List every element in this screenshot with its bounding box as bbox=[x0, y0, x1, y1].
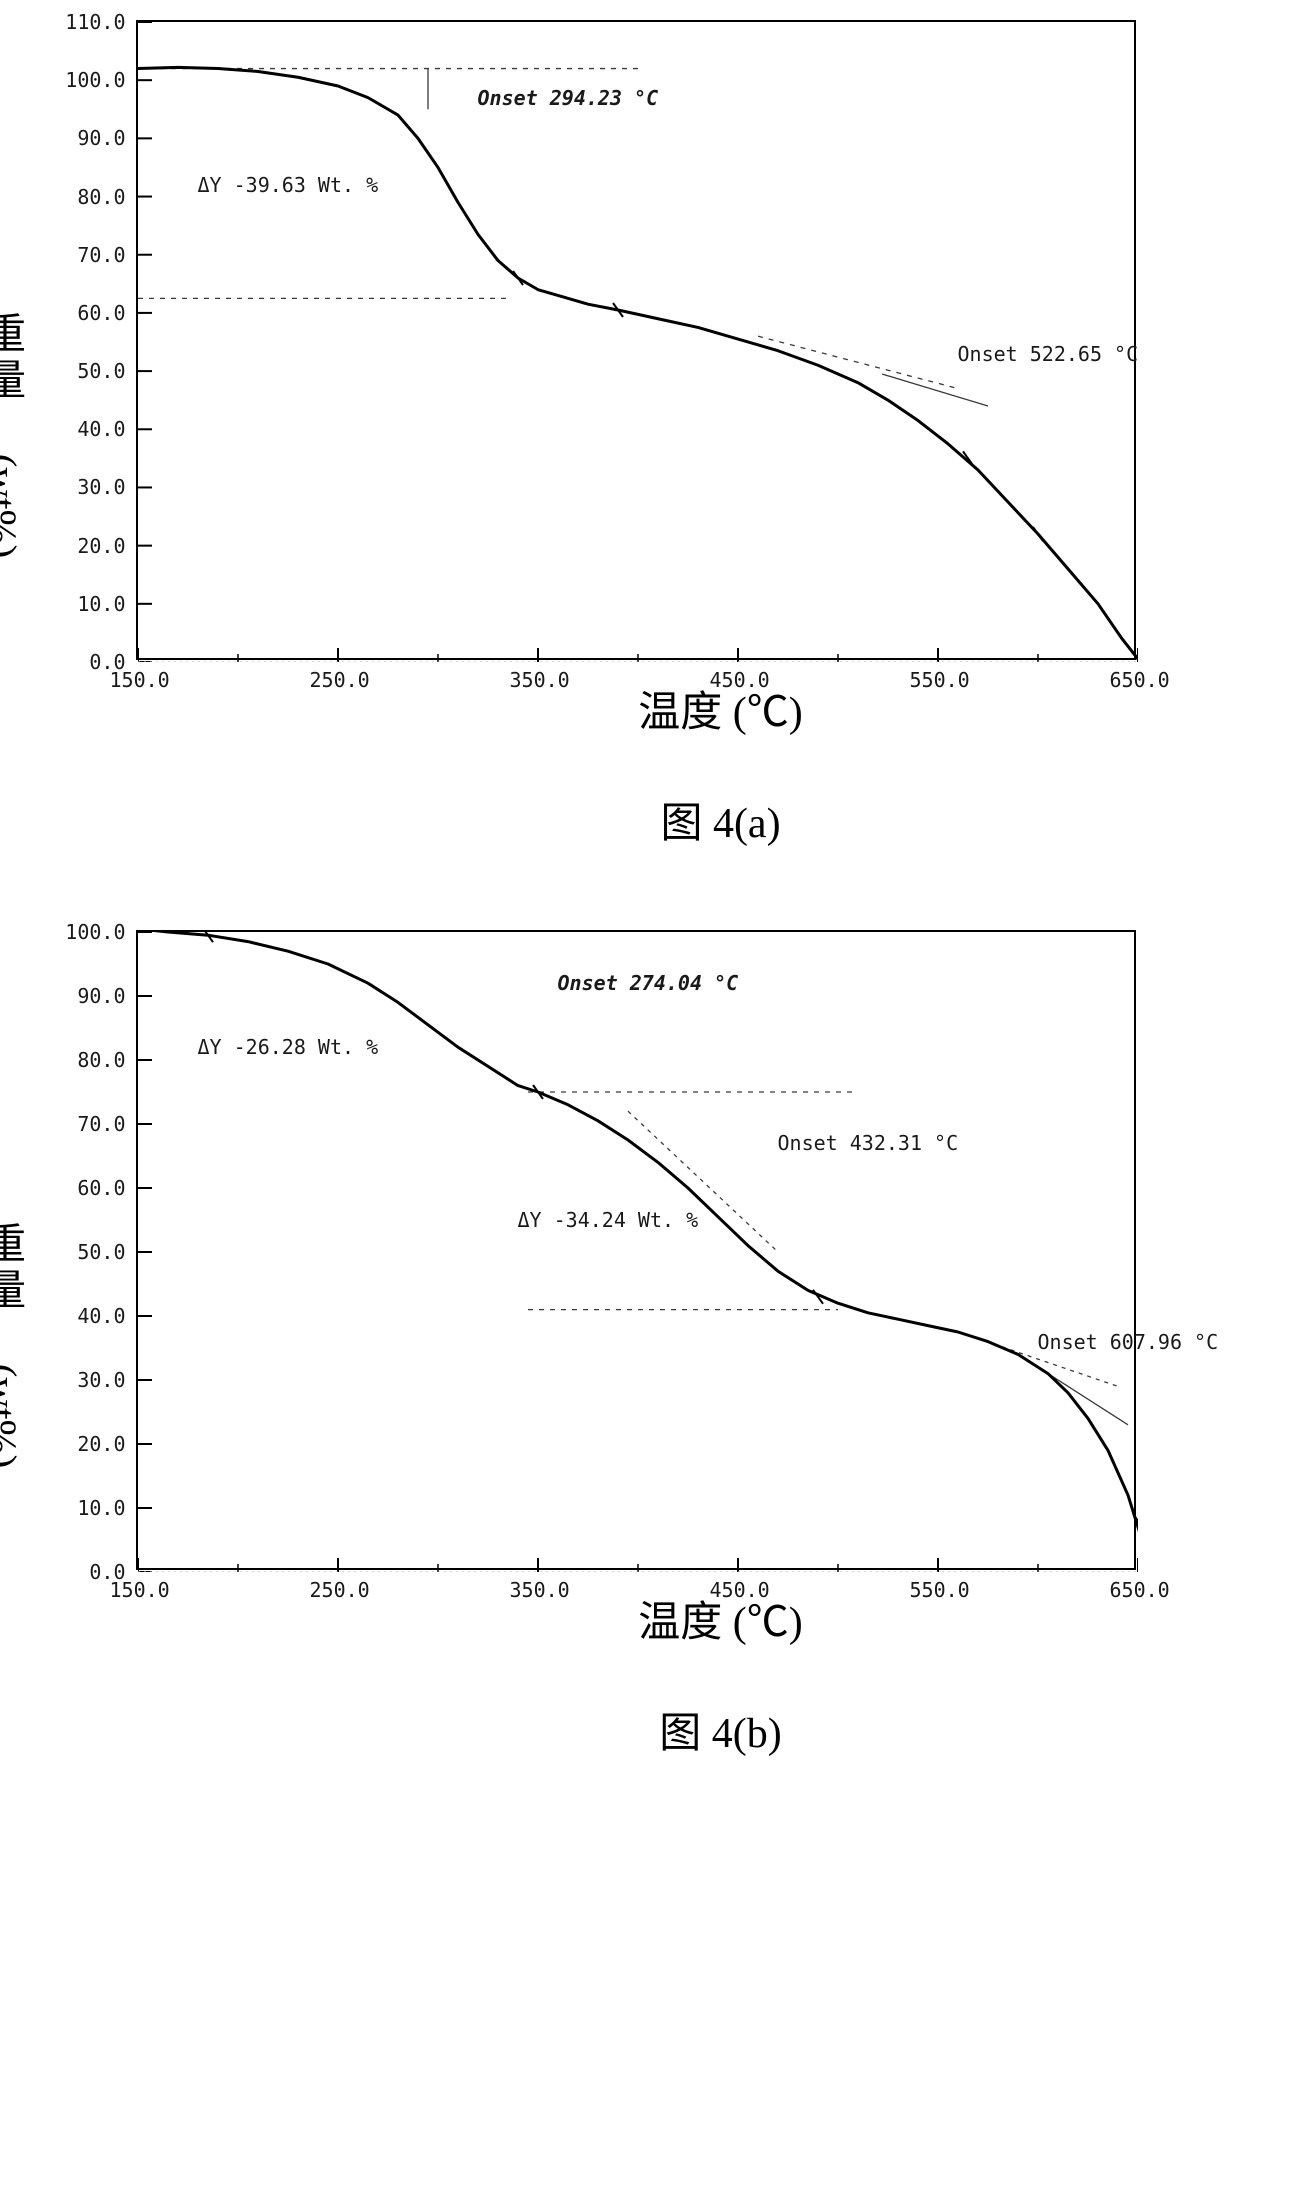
y-tick-label: 80.0 bbox=[77, 1048, 125, 1072]
y-tick-label: 90.0 bbox=[77, 126, 125, 150]
y-tick-label: 20.0 bbox=[77, 1432, 125, 1456]
y-tick-label: 60.0 bbox=[77, 1176, 125, 1200]
y-tick-label: 70.0 bbox=[77, 1112, 125, 1136]
y-tick-label: 10.0 bbox=[77, 1496, 125, 1520]
y-axis-title-a: 重量 (wt%) bbox=[0, 312, 26, 559]
y-axis-title-text-a: 重量 bbox=[0, 312, 24, 404]
caption-b: 图 4(b) bbox=[136, 1699, 1306, 1760]
plot-area-a: 150.0250.0350.0450.0550.0650.00.010.020.… bbox=[136, 20, 1136, 660]
x-tick-label: 650.0 bbox=[1110, 1578, 1170, 1602]
y-tick-label: 90.0 bbox=[77, 984, 125, 1008]
x-tick-label: 550.0 bbox=[910, 668, 970, 692]
y-tick-label: 40.0 bbox=[77, 417, 125, 441]
y-tick-label: 100.0 bbox=[65, 920, 125, 944]
y-tick-label: 70.0 bbox=[77, 243, 125, 267]
y-tick-label: 10.0 bbox=[77, 592, 125, 616]
figure-a: 重量 (wt%) 150.0250.0350.0450.0550.0650.00… bbox=[6, 20, 1306, 850]
x-tick-label: 450.0 bbox=[710, 1578, 770, 1602]
y-tick-label: 0.0 bbox=[89, 650, 125, 674]
y-axis-title-unit-b: (wt%) bbox=[0, 1364, 24, 1469]
y-tick-label: 50.0 bbox=[77, 1240, 125, 1264]
y-tick-label: 40.0 bbox=[77, 1304, 125, 1328]
x-tick-label: 250.0 bbox=[310, 668, 370, 692]
x-tick-label: 250.0 bbox=[310, 1578, 370, 1602]
y-tick-label: 30.0 bbox=[77, 1368, 125, 1392]
y-tick-label: 0.0 bbox=[89, 1560, 125, 1584]
y-tick-label: 110.0 bbox=[65, 10, 125, 34]
figure-b: 重量 (wt%) 150.0250.0350.0450.0550.0650.00… bbox=[6, 930, 1306, 1760]
x-tick-label: 350.0 bbox=[510, 1578, 570, 1602]
x-tick-label: 650.0 bbox=[1110, 668, 1170, 692]
y-axis-title-b: 重量 (wt%) bbox=[0, 1222, 26, 1469]
y-tick-label: 80.0 bbox=[77, 185, 125, 209]
x-tick-label: 350.0 bbox=[510, 668, 570, 692]
plot-area-b: 150.0250.0350.0450.0550.0650.00.010.020.… bbox=[136, 930, 1136, 1570]
x-tick-label: 550.0 bbox=[910, 1578, 970, 1602]
y-tick-label: 50.0 bbox=[77, 359, 125, 383]
caption-a: 图 4(a) bbox=[136, 789, 1306, 850]
y-axis-title-unit-a: (wt%) bbox=[0, 454, 24, 559]
y-tick-label: 100.0 bbox=[65, 68, 125, 92]
y-tick-label: 30.0 bbox=[77, 475, 125, 499]
y-axis-title-text-b: 重量 bbox=[0, 1222, 24, 1314]
y-tick-label: 20.0 bbox=[77, 534, 125, 558]
y-tick-label: 60.0 bbox=[77, 301, 125, 325]
x-tick-label: 450.0 bbox=[710, 668, 770, 692]
